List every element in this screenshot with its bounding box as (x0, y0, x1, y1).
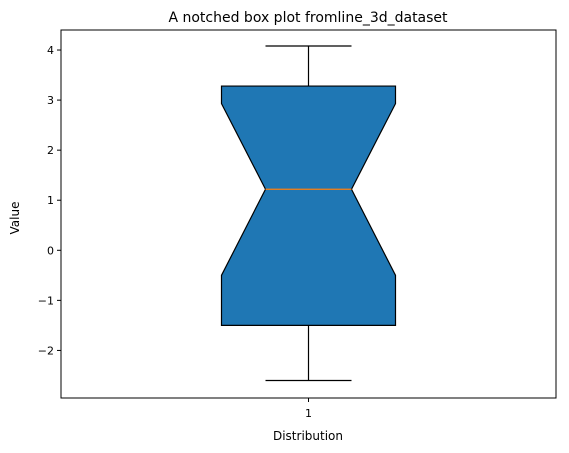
notched-box (220, 85, 397, 326)
y-tick-label: −2 (38, 344, 54, 357)
y-tick-label: 4 (47, 44, 54, 57)
y-tick-label: −1 (38, 294, 54, 307)
chart-title: A notched box plot fromline_3d_dataset (168, 10, 448, 26)
plot-area (60, 29, 557, 399)
y-axis: −2 −1 0 1 2 3 4 (38, 44, 61, 357)
y-tick-label: 1 (47, 194, 54, 207)
y-tick-label: 0 (47, 244, 54, 257)
x-tick-label: 1 (305, 407, 312, 420)
x-axis: 1 (305, 398, 312, 420)
y-tick-label: 3 (47, 94, 54, 107)
y-axis-label: Value (8, 202, 22, 235)
y-tick-label: 2 (47, 144, 54, 157)
x-axis-label: Distribution (273, 429, 343, 443)
